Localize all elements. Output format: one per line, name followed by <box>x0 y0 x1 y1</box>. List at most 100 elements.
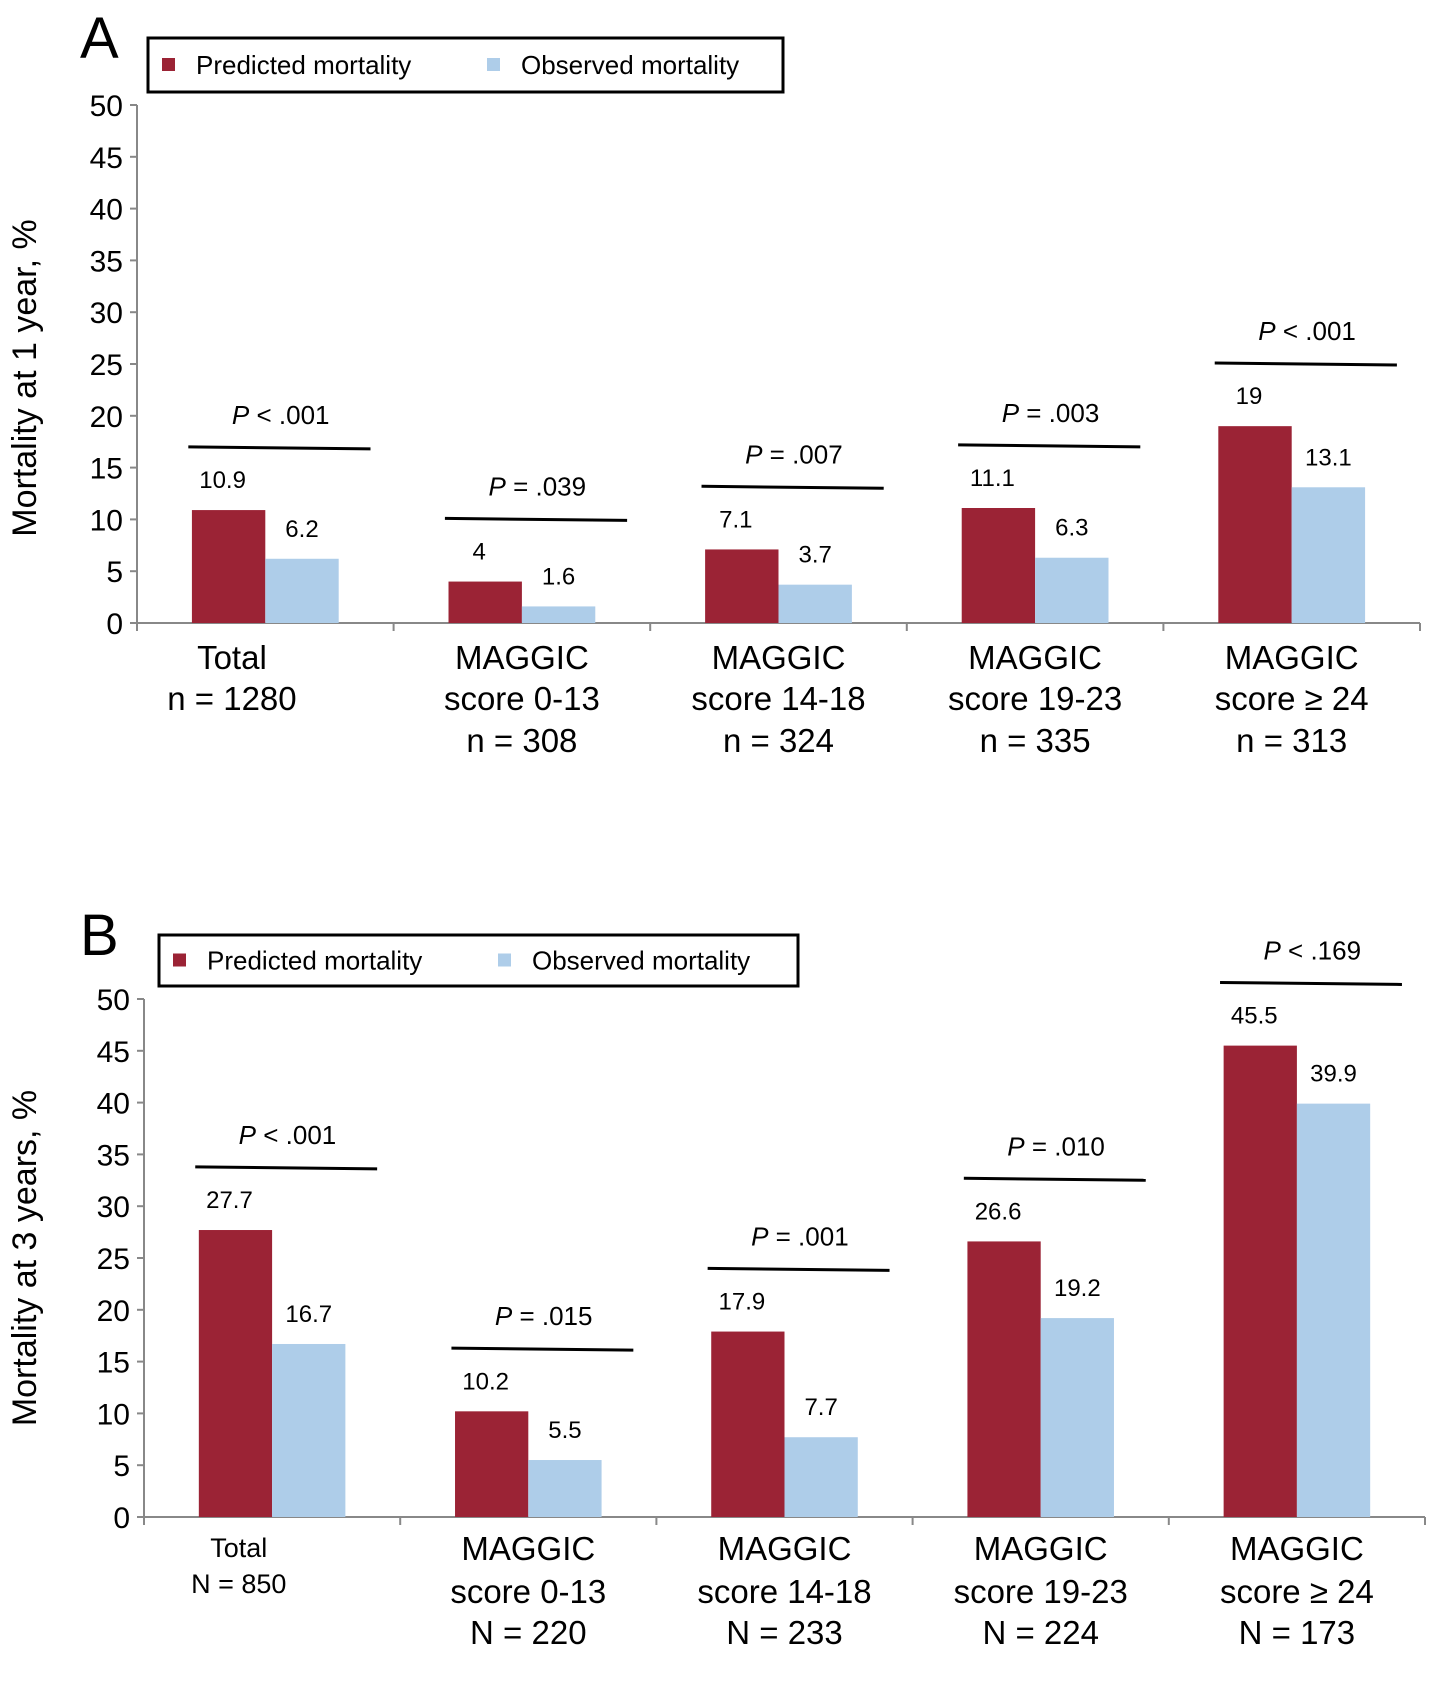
y-tick-label: 50 <box>97 984 130 1017</box>
category-label: MAGGIC <box>968 639 1102 676</box>
y-tick-label: 50 <box>90 90 123 123</box>
p-value-label: P = .015 <box>495 1301 593 1331</box>
p-value-label: P = .001 <box>751 1221 849 1251</box>
observed-bar <box>265 558 339 623</box>
bar-group: 26.6 19.2 P = .010 MAGGIC score 19-23 N = 224 <box>954 1131 1146 1651</box>
y-tick-label: 5 <box>106 556 123 589</box>
data-label: 6.3 <box>1055 515 1088 542</box>
observed-bar <box>272 1343 346 1517</box>
observed-bar <box>1291 487 1366 623</box>
legend-entry: Predicted mortality <box>196 50 411 80</box>
p-value-text: = .003 <box>1019 398 1099 428</box>
category-label: score 14-18 <box>697 1573 871 1610</box>
observed-bar <box>778 584 852 623</box>
category-label: score 0-13 <box>450 1573 606 1610</box>
p-symbol: P <box>489 471 507 501</box>
data-label: 1.6 <box>542 563 575 590</box>
p-value-label: P = .039 <box>489 471 587 501</box>
category-label: MAGGIC <box>712 639 846 676</box>
p-value-bracket <box>444 516 628 522</box>
chart-panel-a: A Predicted mortality Observed mortality 0 5… <box>6 6 1421 759</box>
category-label: score 19-23 <box>948 680 1122 717</box>
p-value-text: < .169 <box>1281 935 1361 965</box>
y-tick-label: 10 <box>90 504 123 537</box>
y-tick-label: 5 <box>113 1450 130 1483</box>
legend-entry: Observed mortality <box>521 50 739 80</box>
predicted-bar <box>961 508 1036 623</box>
observed-bar <box>1040 1318 1114 1517</box>
y-tick-label: 25 <box>90 349 123 382</box>
data-label: 19.2 <box>1054 1275 1101 1302</box>
data-label: 27.7 <box>206 1187 253 1214</box>
p-value-bracket <box>963 1176 1146 1182</box>
p-value-text: < .001 <box>1276 316 1356 346</box>
p-value-bracket <box>451 1346 634 1352</box>
p-value-label: P = .007 <box>745 439 843 469</box>
data-label: 7.7 <box>804 1394 837 1421</box>
y-tick-label: 35 <box>90 245 123 278</box>
data-label: 4 <box>473 539 486 566</box>
legend-swatch <box>498 953 511 967</box>
p-symbol: P <box>751 1221 769 1251</box>
legend-box <box>157 933 800 988</box>
bar-group: 27.7 16.7 P < .001 Total N = 850 <box>191 1120 378 1599</box>
category-label: N = 224 <box>982 1614 1099 1651</box>
category-label: MAGGIC <box>718 1530 852 1567</box>
category-label: Total <box>197 639 267 676</box>
p-value-label: P = .003 <box>1002 398 1100 428</box>
predicted-bar <box>1218 426 1292 623</box>
p-symbol: P <box>745 439 763 469</box>
y-tick-label: 20 <box>90 401 123 434</box>
y-tick-label: 15 <box>97 1347 130 1380</box>
category-label: MAGGIC <box>1225 639 1359 676</box>
y-tick-label: 15 <box>90 453 123 486</box>
legend-swatch <box>162 58 175 71</box>
data-label: 19 <box>1236 383 1263 410</box>
data-label: 17.9 <box>719 1289 766 1316</box>
observed-bar <box>521 606 596 623</box>
data-label: 7.1 <box>719 506 752 533</box>
y-tick-label: 40 <box>97 1088 130 1121</box>
observed-bar <box>1296 1103 1371 1517</box>
category-label: N = 233 <box>726 1614 843 1651</box>
p-value-text: = .007 <box>762 439 842 469</box>
p-symbol: P <box>1002 398 1020 428</box>
bar-group: 45.5 39.9 P < .169 MAGGIC score ≥ 24 N = 173 <box>1220 935 1402 1651</box>
y-tick-label: 20 <box>97 1295 130 1328</box>
category-label: N = 220 <box>470 1614 587 1651</box>
category-label: score 14-18 <box>691 680 865 717</box>
data-label: 3.7 <box>799 542 832 569</box>
y-tick-label: 40 <box>90 194 123 227</box>
p-value-label: P < .001 <box>1258 316 1356 346</box>
legend-box <box>146 36 785 94</box>
predicted-bar <box>1223 1045 1297 1517</box>
legend-swatch <box>487 58 500 71</box>
p-value-bracket <box>707 1266 890 1272</box>
data-label: 5.5 <box>548 1417 581 1444</box>
category-label: N = 850 <box>191 1569 286 1599</box>
bar-group: 17.9 7.7 P = .001 MAGGIC score 14-18 N = 233 <box>697 1221 890 1651</box>
p-value-bracket <box>188 445 371 451</box>
bar-group: 7.1 3.7 P = .007 MAGGIC score 14-18 n = 324 <box>691 439 884 759</box>
p-symbol: P <box>232 400 250 430</box>
category-label: n = 308 <box>466 722 577 759</box>
data-label: 10.9 <box>199 467 246 494</box>
predicted-bar <box>967 1241 1041 1517</box>
p-value-label: P < .169 <box>1263 935 1361 965</box>
p-symbol: P <box>239 1120 257 1150</box>
y-tick-label: 0 <box>106 608 123 641</box>
p-symbol: P <box>495 1301 513 1331</box>
y-tick-label: 45 <box>90 142 123 175</box>
predicted-bar <box>455 1411 529 1517</box>
data-label: 26.6 <box>975 1198 1022 1225</box>
y-tick-label: 45 <box>97 1036 130 1069</box>
y-tick-label: 25 <box>97 1243 130 1276</box>
bar-group: 19 13.1 P < .001 MAGGIC score ≥ 24 n = 313 <box>1214 316 1397 759</box>
predicted-bar <box>705 549 779 623</box>
bar-group: 10.9 6.2 P < .001 Total n = 1280 <box>167 400 371 717</box>
p-value-label: P < .001 <box>239 1120 337 1150</box>
category-label: n = 324 <box>723 722 834 759</box>
panel-label: B <box>80 903 119 968</box>
